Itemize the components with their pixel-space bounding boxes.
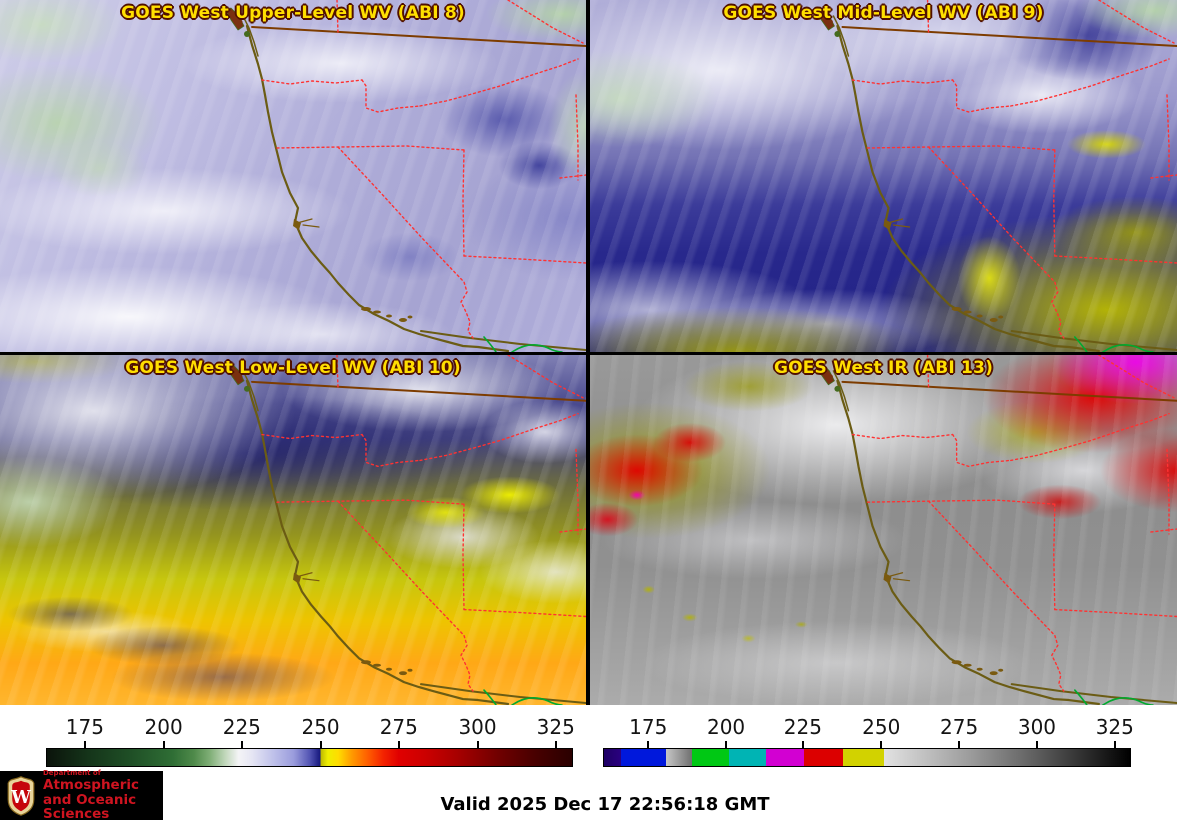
satellite-imagery-abi8 <box>0 0 586 352</box>
panel-title-abi13: GOES West IR (ABI 13) <box>773 358 994 378</box>
satellite-imagery-abi13 <box>590 355 1177 705</box>
colorbar-tick-label: 250 <box>862 715 901 739</box>
tick-mark <box>801 741 804 748</box>
tick-mark <box>1113 741 1116 748</box>
tick-mark <box>880 741 883 748</box>
panel-title-abi9: GOES West Mid-Level WV (ABI 9) <box>723 3 1044 23</box>
tick-mark <box>725 741 728 748</box>
colorbar-tick-label: 325 <box>536 715 575 739</box>
panel-low-level-wv: GOES West Low-Level WV (ABI 10) <box>0 355 586 705</box>
map-borders-overlay <box>590 355 1177 705</box>
panel-grid: GOES West Upper-Level WV (ABI 8) GOES We… <box>0 0 1177 705</box>
panel-ir: GOES West IR (ABI 13) <box>590 355 1177 705</box>
tick-mark <box>554 741 557 748</box>
colorbar-tick-label: 275 <box>379 715 418 739</box>
panel-title-abi8: GOES West Upper-Level WV (ABI 8) <box>121 3 465 23</box>
tick-mark <box>83 741 86 748</box>
colorbar-tick-label: 250 <box>301 715 340 739</box>
panel-upper-level-wv: GOES West Upper-Level WV (ABI 8) <box>0 0 586 352</box>
tick-mark <box>647 741 650 748</box>
colorbar-ir-labels: 175 200 225 250 275 300 325 <box>603 705 1134 740</box>
colorbar-wv-tickmarks <box>46 740 571 748</box>
colorbar-tick-label: 300 <box>1017 715 1057 739</box>
panel-title-abi10: GOES West Low-Level WV (ABI 10) <box>125 358 461 378</box>
colorbar-tick-label: 175 <box>629 715 668 739</box>
tick-mark <box>476 741 479 748</box>
colorbar-gradient-ir <box>603 748 1131 767</box>
colorbar-tick-label: 225 <box>222 715 261 739</box>
colorbar-gradient-wv <box>46 748 573 767</box>
tick-mark <box>162 741 165 748</box>
logo-name-line2: and Oceanic Sciences <box>43 791 137 820</box>
colorbar-tick-label: 200 <box>144 715 183 739</box>
uw-crest-icon <box>5 774 37 818</box>
tick-mark <box>397 741 400 748</box>
logo-text: Department of Atmospheric and Oceanic Sc… <box>43 769 163 820</box>
map-borders-overlay <box>590 0 1177 352</box>
colorbar-tick-label: 325 <box>1095 715 1134 739</box>
colorbar-tick-label: 300 <box>458 715 497 739</box>
map-borders-overlay <box>0 355 586 705</box>
logo-name-line1: Atmospheric <box>43 777 139 794</box>
colorbar-tick-label: 175 <box>65 715 104 739</box>
colorbar-wv: 175 200 225 250 275 300 325 <box>46 705 575 767</box>
colorbar-tick-label: 200 <box>706 715 746 739</box>
colorbar-tick-label: 225 <box>783 715 822 739</box>
tick-mark <box>319 741 322 748</box>
tick-mark <box>958 741 961 748</box>
colorbar-wv-labels: 175 200 225 250 275 300 325 <box>46 705 575 740</box>
colorbar-tick-label: 275 <box>940 715 979 739</box>
logo-dept-line: Department of <box>43 769 101 778</box>
colorbar-ir-tickmarks <box>603 740 1129 748</box>
map-borders-overlay <box>0 0 586 352</box>
tick-mark <box>1035 741 1038 748</box>
satellite-imagery-abi10 <box>0 355 586 705</box>
panel-mid-level-wv: GOES West Mid-Level WV (ABI 9) <box>590 0 1177 352</box>
valid-timestamp: Valid 2025 Dec 17 22:56:18 GMT <box>440 794 770 815</box>
uw-aos-logo: Department of Atmospheric and Oceanic Sc… <box>0 769 163 820</box>
tick-mark <box>240 741 243 748</box>
colorbar-ir: 175 200 225 250 275 300 325 <box>603 705 1134 767</box>
satellite-imagery-abi9 <box>590 0 1177 352</box>
